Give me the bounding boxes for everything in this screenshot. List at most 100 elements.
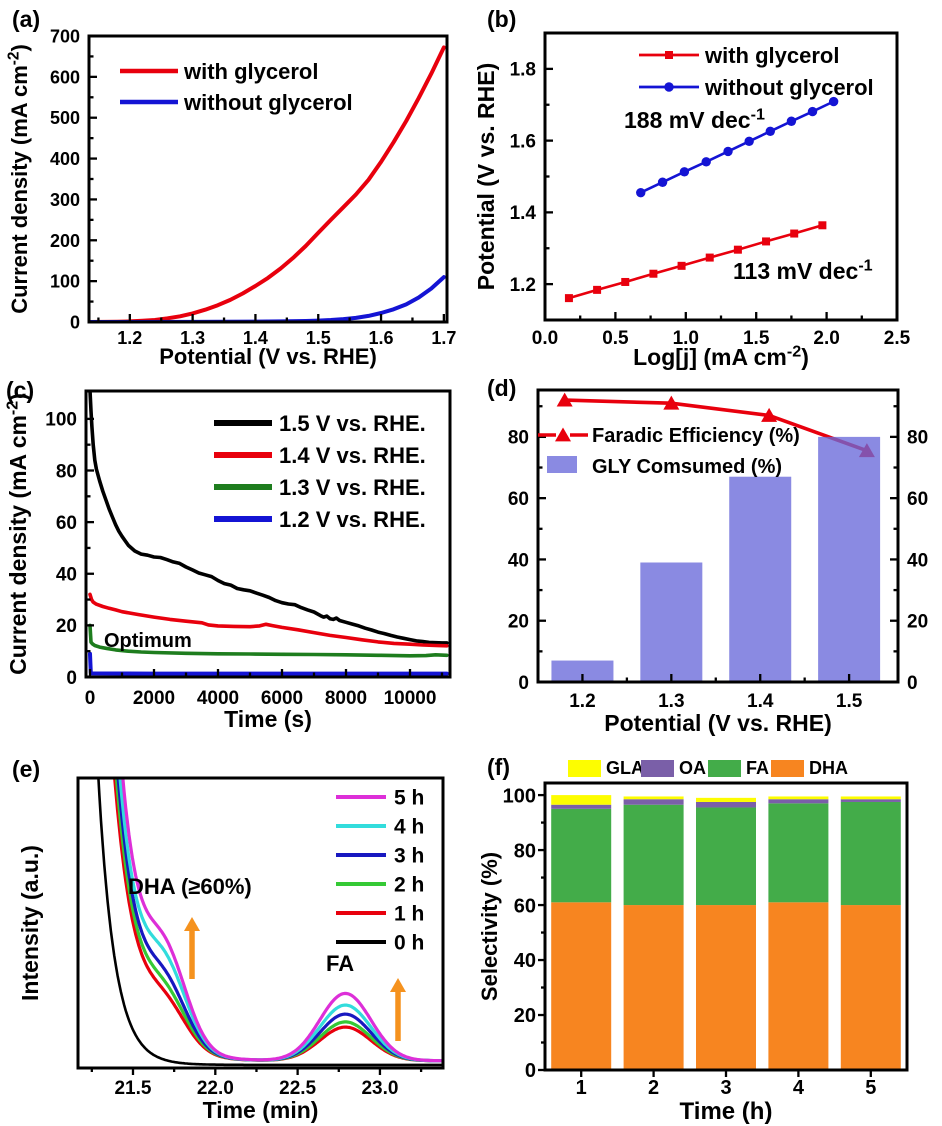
y-tick-label: 500 <box>50 108 80 128</box>
x-tick-label: 1.5 <box>306 328 331 348</box>
y-axis-title: Potential (V vs. RHE) <box>473 63 499 290</box>
legend-label: 0 h <box>394 932 424 955</box>
x-tick-label: 8000 <box>325 688 367 709</box>
x-tick-label: 0.0 <box>532 328 558 349</box>
x-tick-label: 1.4 <box>747 691 774 712</box>
series-with-glycerol <box>89 45 446 322</box>
x-tick-label: 4 <box>793 1077 805 1099</box>
x-tick-label: 2000 <box>133 688 175 709</box>
legend-label: 1 h <box>394 903 424 926</box>
legend-label: OA <box>679 758 706 778</box>
bar-segment-DHA <box>623 905 684 1070</box>
y-tick-label: 0 <box>66 668 77 689</box>
panel-label-d: (d) <box>487 375 517 401</box>
y-tick-label: 0 <box>525 1060 536 1082</box>
panel-f: (f) 1 2 3 4 5 0 20 40 60 80 100 Time (h) Selectivity… <box>471 750 942 1126</box>
legend-label: DHA <box>809 758 848 778</box>
y-tick-label: 40 <box>508 550 529 571</box>
y-axis-title: Selectivity (%) <box>477 852 502 1001</box>
x-axis-title: Time (h) <box>680 1098 773 1125</box>
bar-segment-OA <box>623 799 684 805</box>
series-0-h <box>97 778 443 1067</box>
axes: 1 2 3 4 5 0 20 40 60 80 100 Time (h) Selectivity (%) <box>477 781 909 1125</box>
plot-series <box>97 778 443 1067</box>
bar-segment-GLA <box>840 796 901 800</box>
axis-box <box>536 388 900 684</box>
legend-label: 1.4 V vs. RHE. <box>279 443 426 468</box>
y-tick-label-right: 20 <box>907 612 928 633</box>
bar-segment-GLA <box>768 796 829 800</box>
legend-label: 1.5 V vs. RHE. <box>279 411 426 436</box>
legend-label: 3 h <box>394 845 424 868</box>
bar <box>729 476 792 682</box>
x-axis-title: Potential (V vs. RHE) <box>159 344 377 369</box>
bar-segment-DHA <box>551 902 612 1070</box>
x-tick-label: 1.7 <box>431 328 456 348</box>
legend: GLA OA FA DHA <box>568 758 848 778</box>
panel-e: (e) 21.5 22.0 22.5 23.0 Time (min) Intensity … <box>0 750 471 1126</box>
legend-label: with glycerol <box>704 43 839 68</box>
bar-segment-GLA <box>551 795 612 805</box>
bar-segment-OA <box>768 799 829 804</box>
x-axis-title: Log[j] (mA cm-2) <box>633 342 809 370</box>
chart-b: 0.0 0.5 1.0 1.5 2.0 2.5 1.2 1.4 1.6 1.8 Log[j] (mA… <box>473 31 911 370</box>
x-tick-label: 1 <box>576 1077 587 1099</box>
x-tick-label: 1.2 <box>569 691 595 712</box>
bar-segment-GLA <box>623 796 684 800</box>
panel-b: (b) 0.0 0.5 1.0 1.5 2.0 2.5 1.2 1.4 1.6 1.8 Log[j]… <box>471 0 942 375</box>
bar-segment-FA <box>551 808 612 903</box>
chart-e: 21.5 22.0 22.5 23.0 Time (min) Intensity (a.u… <box>17 776 445 1123</box>
y-axis-title: Intensity (a.u.) <box>17 845 43 1001</box>
legend-label: GLY Comsumed (%) <box>592 456 782 478</box>
x-axis-title: Potential (V vs. RHE) <box>604 710 831 736</box>
up-arrow-icon <box>390 978 406 1041</box>
legend-label: without glycerol <box>183 90 353 115</box>
x-tick-label: 4000 <box>197 688 239 709</box>
y-tick-label: 1.4 <box>510 203 537 224</box>
bar-segment-FA <box>623 804 684 906</box>
series-without-glycerol <box>89 275 446 322</box>
bar-segment-OA <box>551 804 612 809</box>
axes: 0.0 0.5 1.0 1.5 2.0 2.5 1.2 1.4 1.6 1.8 Log[j] (mA… <box>473 31 911 370</box>
bar-segment-DHA <box>768 902 829 1070</box>
chart-a: 1.2 1.3 1.4 1.5 1.6 1.7 0 100 200 300 400 500 600 700… <box>6 26 457 369</box>
y-tick-label: 1.6 <box>510 131 536 152</box>
annotation: 113 mV dec-1 <box>733 256 873 284</box>
legend-swatch <box>568 760 601 777</box>
panel-d: (d) 1.2 1.3 1.4 1.5 0 0 20 20 40 40 60 60 80 80 Potent… <box>471 375 942 750</box>
annotation: DHA (≥60%) <box>128 874 252 899</box>
legend-label: 2 h <box>394 874 424 897</box>
y-tick-label: 60 <box>514 895 536 917</box>
x-tick-label: 1.5 <box>836 691 863 712</box>
stacked-bars <box>551 795 901 1070</box>
y-tick-label: 80 <box>56 461 77 482</box>
bar-segment-FA <box>768 803 829 903</box>
y-axis-title: Current density (mA cm-2) <box>6 44 32 314</box>
x-tick-label: 1.3 <box>658 691 684 712</box>
up-arrow-icon <box>184 917 200 979</box>
gly-consumed-bars <box>551 436 881 682</box>
x-tick-label: 0.5 <box>602 328 629 349</box>
x-tick-label: 2.0 <box>813 328 839 349</box>
y-tick-label: 60 <box>508 489 529 510</box>
bar-segment-FA <box>840 801 901 906</box>
y-tick-label: 100 <box>503 785 536 807</box>
plot-series <box>89 45 446 322</box>
y-tick-label: 1.8 <box>510 60 536 81</box>
x-tick-label: 2.5 <box>884 328 911 349</box>
legend-swatch <box>708 760 741 777</box>
legend-swatch <box>771 760 804 777</box>
axis-box <box>543 781 909 1072</box>
series-2-h <box>114 778 443 1063</box>
legend-label: with glycerol <box>183 59 318 84</box>
axis-box <box>84 389 452 679</box>
legend-label: 1.3 V vs. RHE. <box>279 475 426 500</box>
axis-box <box>76 776 445 1070</box>
series-1-4-v-vs-rhe- <box>88 592 449 648</box>
x-tick-label: 23.0 <box>361 1078 398 1099</box>
panel-label-c: (c) <box>6 377 35 403</box>
chart-f: 1 2 3 4 5 0 20 40 60 80 100 Time (h) Selectivity (%)… <box>477 758 909 1125</box>
series-1-5-v-vs-rhe- <box>88 391 449 645</box>
y-tick-label: 0 <box>70 312 80 332</box>
x-tick-label: 2 <box>648 1077 659 1099</box>
